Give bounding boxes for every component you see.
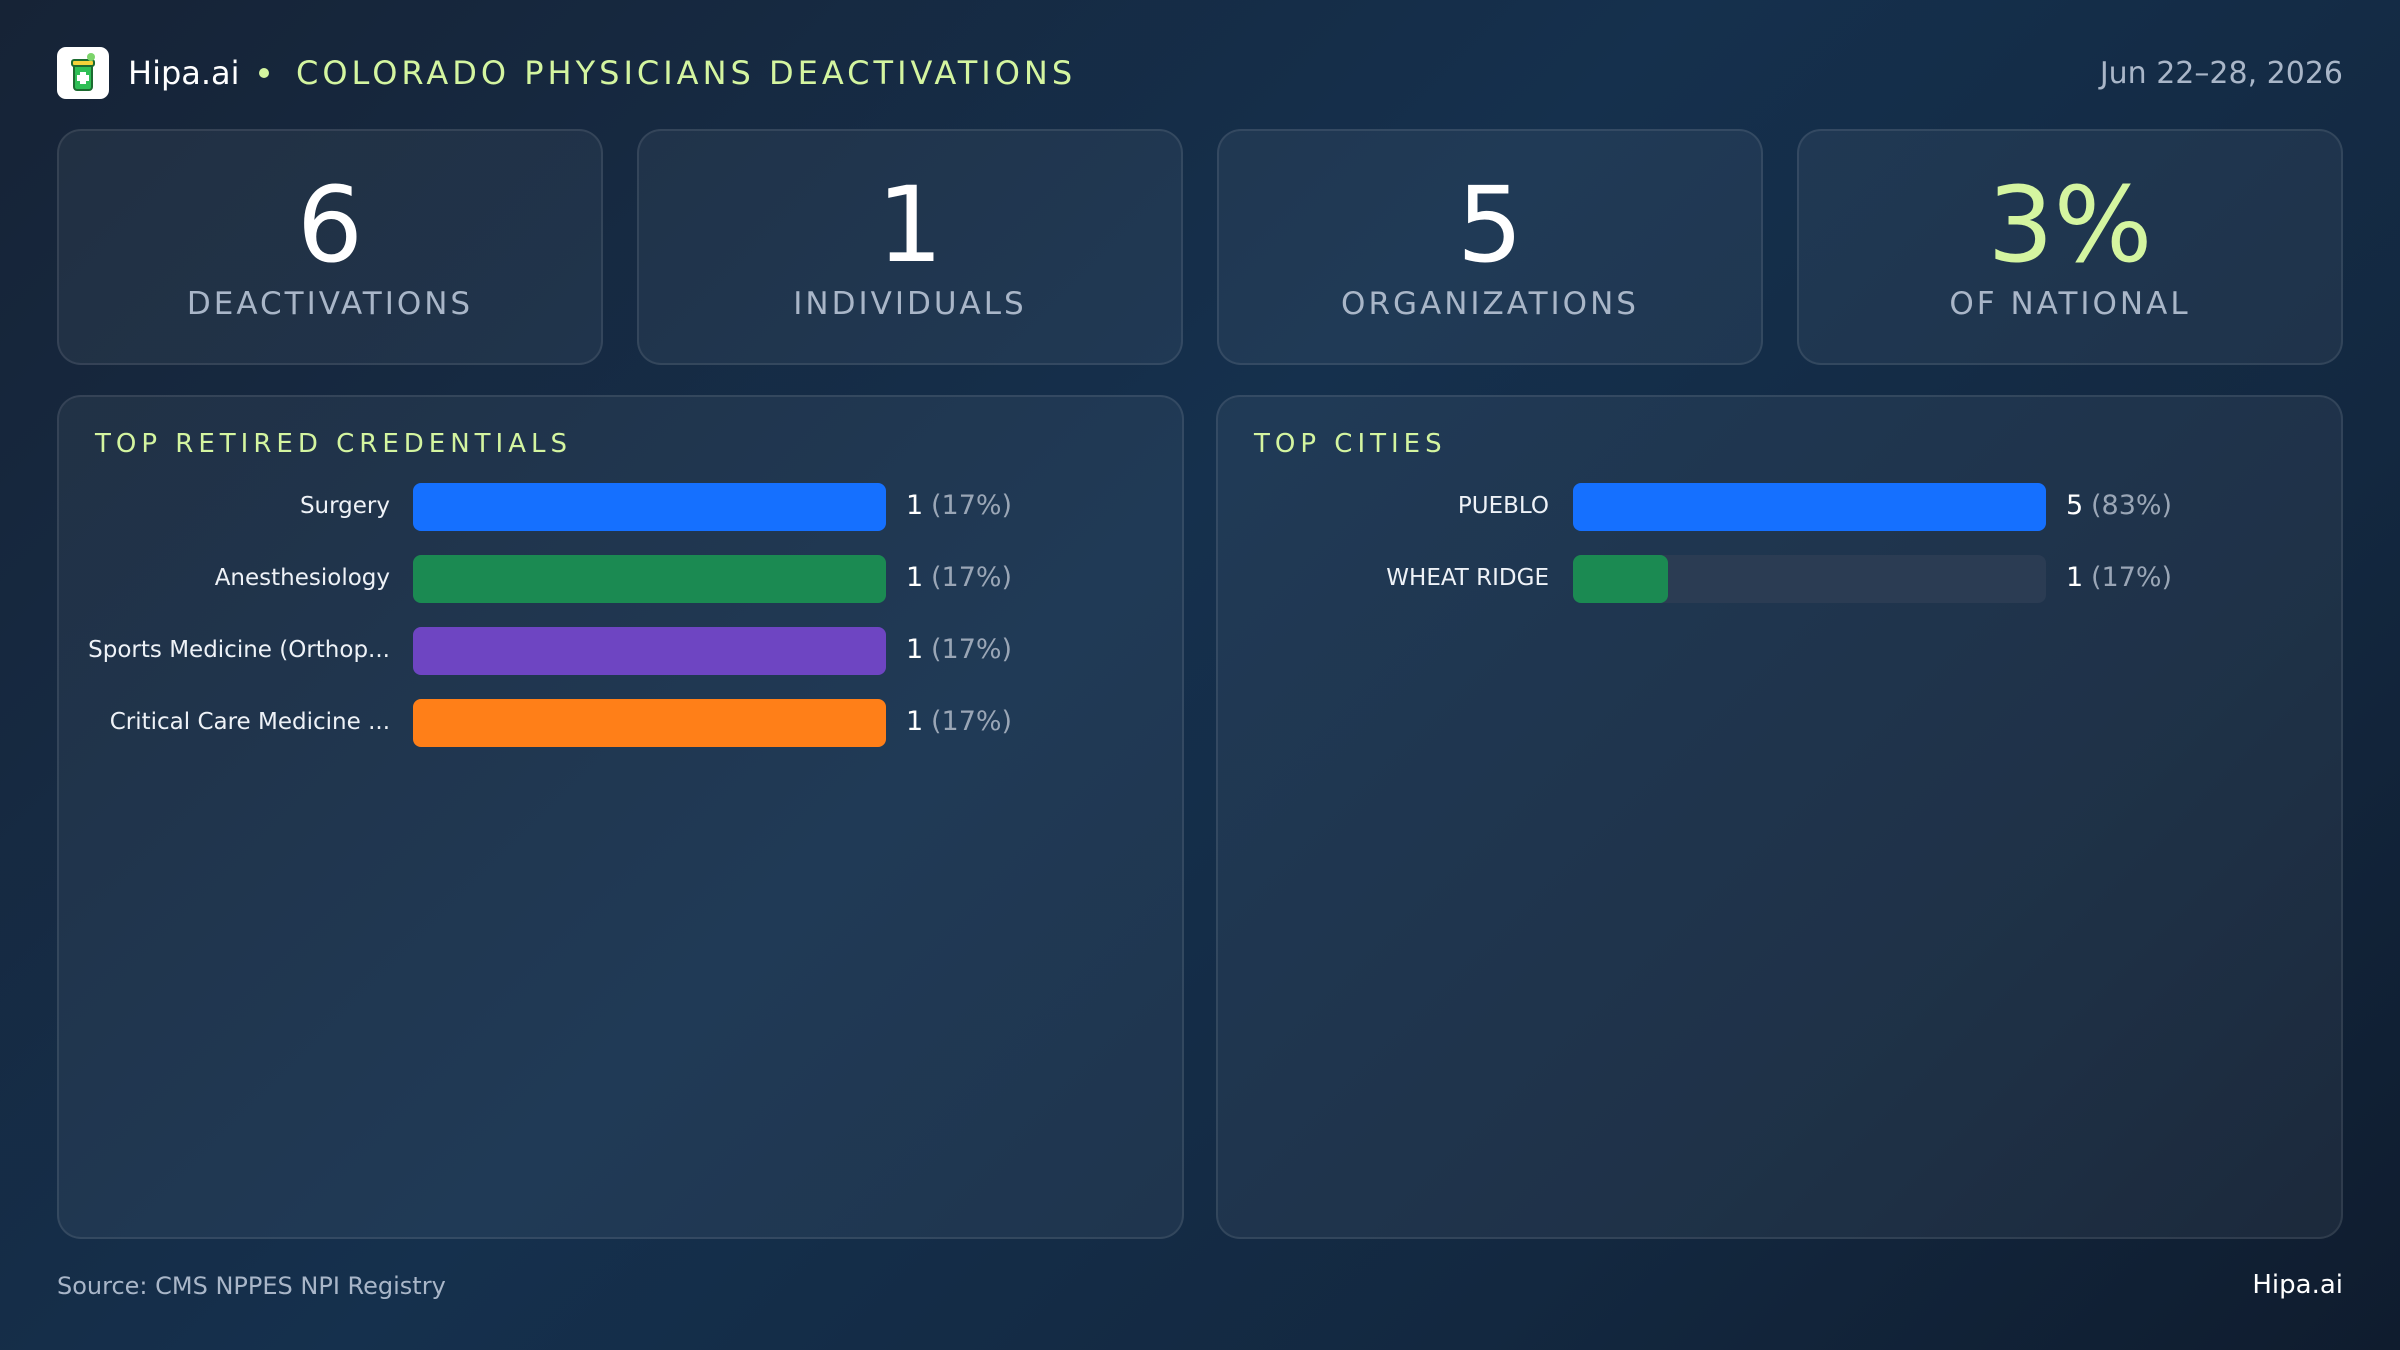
value-label: 1	[906, 634, 924, 665]
category-label: Critical Care Medicine ...	[109, 709, 390, 735]
page-title: COLORADO PHYSICIANS DEACTIVATIONS	[296, 54, 1077, 92]
logo-icon	[71, 53, 95, 91]
bar	[413, 483, 886, 531]
bar	[413, 699, 886, 747]
percent-label: (17%)	[931, 562, 1013, 593]
percent-label: (17%)	[931, 634, 1013, 665]
category-label: WHEAT RIDGE	[1386, 565, 1549, 591]
separator-dot	[259, 68, 269, 78]
chart-panel: TOP CITIES PUEBLO 5 (83%) WHEAT RIDGE 1 (17%)	[1216, 395, 2343, 1239]
chart-title: TOP CITIES	[1254, 429, 1447, 459]
value-label: 1	[906, 562, 924, 593]
percent-label: (17%)	[2091, 562, 2173, 593]
kpi-label: OF NATIONAL	[1949, 286, 2191, 322]
kpi-card: 1 INDIVIDUALS	[637, 129, 1183, 365]
percent-label: (17%)	[931, 706, 1013, 737]
bar	[1573, 555, 1668, 603]
category-label: Sports Medicine (Orthop...	[88, 637, 390, 663]
percent-label: (83%)	[2091, 490, 2173, 521]
category-label: Surgery	[299, 493, 390, 519]
bar	[413, 555, 886, 603]
percent-label: (17%)	[931, 490, 1013, 521]
brand: Hipa.ai	[128, 54, 240, 92]
bar	[1573, 483, 2046, 531]
source: Source: CMS NPPES NPI Registry	[57, 1272, 446, 1300]
value-label: 5	[2066, 490, 2084, 521]
chart-title: TOP RETIRED CREDENTIALS	[95, 429, 572, 459]
kpi-value: 3%	[1987, 164, 2153, 286]
kpi-value: 5	[1456, 164, 1524, 286]
value-label: 1	[906, 706, 924, 737]
kpi-value: 6	[296, 164, 364, 286]
kpi-card: 3% OF NATIONAL	[1797, 129, 2343, 365]
logo	[57, 47, 109, 99]
category-label: PUEBLO	[1457, 493, 1549, 519]
footer-brand: Hipa.ai	[2252, 1270, 2343, 1300]
kpi-label: INDIVIDUALS	[793, 286, 1027, 322]
value-label: 1	[906, 490, 924, 521]
kpi-label: DEACTIVATIONS	[186, 286, 474, 322]
kpi-label: ORGANIZATIONS	[1341, 286, 1639, 322]
kpi-value: 1	[876, 164, 944, 286]
kpi-card: 5 ORGANIZATIONS	[1217, 129, 1763, 365]
date-range: Jun 22–28, 2026	[2099, 56, 2343, 91]
kpi-card: 6 DEACTIVATIONS	[57, 129, 603, 365]
value-label: 1	[2066, 562, 2084, 593]
category-label: Anesthesiology	[214, 565, 390, 591]
bar	[413, 627, 886, 675]
chart-panel: TOP RETIRED CREDENTIALS Surgery 1 (17%) Anes…	[57, 395, 1184, 1239]
